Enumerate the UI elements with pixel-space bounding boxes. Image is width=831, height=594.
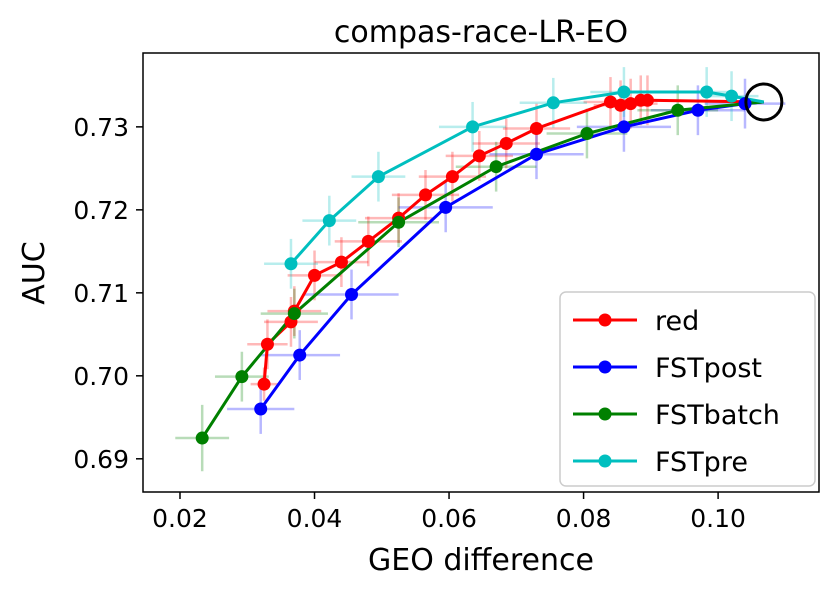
- data-point-FSTpost: [345, 287, 359, 301]
- ticks: 0.02 0.04 0.06 0.08 0.10 0.69 0.70 0.71 0.72 0.73: [73, 113, 746, 533]
- data-point-FSTpost: [617, 120, 631, 134]
- y-axis-label: AUC: [17, 241, 52, 304]
- data-point-red: [472, 149, 486, 163]
- x-axis-label: GEO difference: [368, 543, 594, 578]
- y-tick-label: 0.69: [73, 445, 129, 474]
- data-point-red: [640, 93, 654, 107]
- x-tick-label: 0.10: [690, 504, 746, 533]
- axes: [142, 52, 820, 493]
- data-point-FSTpre: [322, 214, 336, 228]
- data-point-FSTpost: [254, 402, 268, 416]
- y-tick-label: 0.73: [73, 113, 129, 142]
- reference-point-marker: [744, 82, 784, 122]
- legend-label-FSTbatch: FSTbatch: [655, 400, 780, 431]
- plot-frame: [142, 52, 820, 493]
- chart-title: compas-race-LR-EO: [334, 15, 628, 50]
- data-point-FSTpre: [284, 257, 298, 271]
- legend-marker-FSTbatch: [598, 407, 612, 421]
- x-tick-label: 0.02: [152, 504, 208, 533]
- data-point-red: [361, 234, 375, 248]
- legend-marker-FSTpost: [598, 360, 612, 374]
- data-point-red: [529, 122, 543, 136]
- data-point-FSTbatch: [671, 103, 685, 117]
- data-point-FSTpre: [725, 89, 739, 103]
- legend-label-red: red: [655, 306, 699, 337]
- data-point-red: [445, 170, 459, 184]
- data-point-FSTpost: [439, 200, 453, 214]
- y-tick-label: 0.70: [73, 362, 129, 391]
- series-line-FSTbatch: [200, 100, 764, 439]
- data-point-red: [257, 377, 271, 391]
- data-point-FSTpost: [691, 103, 705, 117]
- data-point-FSTbatch: [287, 307, 301, 321]
- data-point-red: [419, 188, 433, 202]
- data-point-FSTpost: [293, 348, 307, 362]
- data-point-FSTpre: [466, 120, 480, 134]
- series-markers: [195, 85, 752, 445]
- legend-label-FSTpost: FSTpost: [655, 353, 762, 384]
- data-point-red: [334, 255, 348, 269]
- data-point-FSTpre: [700, 85, 714, 99]
- y-tick-label: 0.72: [73, 196, 129, 225]
- data-point-FSTbatch: [580, 126, 594, 140]
- data-point-FSTpre: [546, 96, 560, 110]
- legend-marker-FSTpre: [598, 454, 612, 468]
- x-tick-label: 0.06: [421, 504, 477, 533]
- x-tick-label: 0.04: [287, 504, 343, 533]
- legend: red FSTpost FSTbatch FSTpre: [559, 291, 816, 487]
- data-point-FSTbatch: [235, 370, 249, 384]
- data-point-red: [603, 95, 617, 109]
- legend-label-FSTpre: FSTpre: [655, 447, 748, 478]
- legend-marker-red: [598, 313, 612, 327]
- y-tick-label: 0.71: [73, 279, 129, 308]
- data-point-FSTpre: [617, 85, 631, 99]
- legend-box: [559, 291, 816, 487]
- data-point-red: [624, 97, 638, 111]
- data-point-red: [614, 98, 628, 112]
- data-point-red: [260, 337, 274, 351]
- data-point-FSTbatch: [195, 431, 209, 445]
- x-tick-label: 0.08: [556, 504, 612, 533]
- data-point-red: [499, 136, 513, 150]
- data-point-FSTpre: [371, 170, 385, 184]
- data-point-red: [308, 268, 322, 282]
- data-point-FSTpost: [529, 147, 543, 161]
- data-point-FSTbatch: [392, 215, 406, 229]
- data-point-FSTbatch: [489, 160, 503, 174]
